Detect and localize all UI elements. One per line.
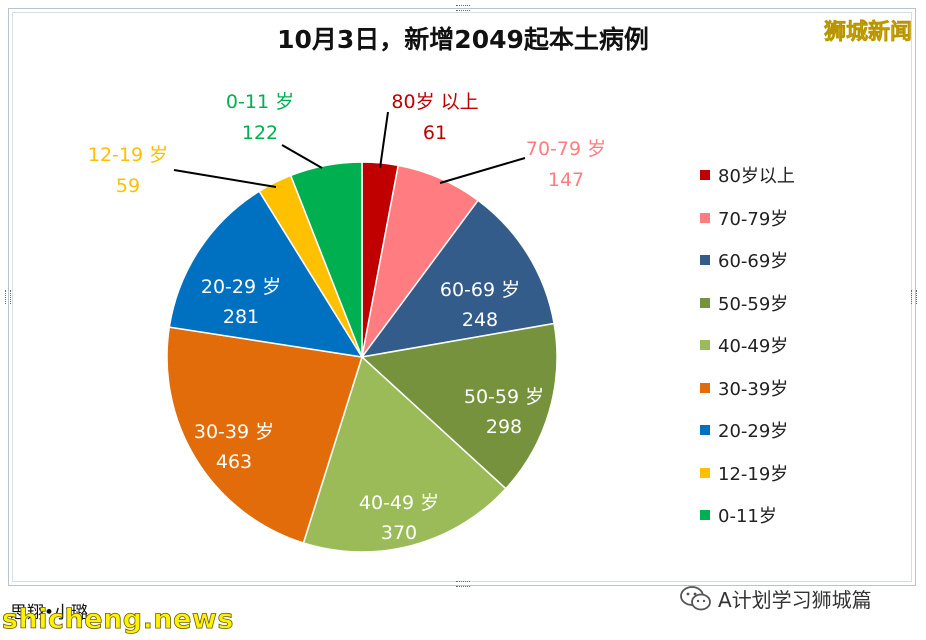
legend: 80岁以上 70-79岁 60-69岁 50-59岁 40-49岁 30-39岁 20-29… — [700, 154, 795, 537]
slice-label: 30-39 岁 — [194, 421, 274, 443]
wechat-icon — [680, 585, 711, 610]
leader-line — [173, 169, 277, 188]
callout-value: 59 — [116, 175, 140, 197]
legend-swatch — [700, 255, 710, 266]
legend-label: 70-79岁 — [718, 208, 789, 230]
legend-label: 80岁以上 — [718, 166, 795, 188]
legend-label: 20-29岁 — [718, 421, 789, 443]
legend-item: 80岁以上 — [700, 154, 795, 197]
author-credit: 思翔•小璐 — [10, 603, 89, 623]
slice-value: 370 — [381, 522, 417, 544]
pie-slice — [166, 326, 363, 544]
account-badge: A计划学习狮城篇 — [680, 584, 872, 613]
pie-slice — [168, 190, 364, 358]
callout-label: 0-11 岁 — [226, 91, 294, 113]
slice-label: 50-59 岁 — [464, 386, 544, 408]
legend-swatch — [700, 170, 710, 181]
legend-swatch — [700, 425, 710, 436]
legend-item: 40-49岁 — [700, 324, 795, 367]
slice-value: 281 — [223, 306, 259, 328]
account-name: A计划学习狮城篇 — [718, 588, 872, 612]
callout-value: 147 — [548, 169, 584, 191]
resize-handle-bottom[interactable] — [456, 581, 470, 587]
legend-label: 40-49岁 — [718, 336, 789, 358]
legend-swatch — [700, 297, 710, 308]
callout-label: 70-79 岁 — [526, 138, 606, 160]
slice-value: 298 — [486, 416, 522, 438]
resize-handle-right[interactable] — [911, 290, 917, 304]
leader-line — [439, 157, 526, 184]
callout-value: 122 — [242, 122, 278, 144]
slice-label: 20-29 岁 — [201, 276, 281, 298]
legend-swatch — [700, 340, 710, 351]
legend-swatch — [700, 212, 710, 223]
legend-item: 0-11岁 — [700, 494, 795, 537]
chart-title: 10月3日，新增2049起本土病例 — [277, 25, 649, 54]
leader-line — [281, 144, 323, 169]
watermark-logo: 狮城新闻 — [823, 20, 913, 46]
legend-item: 70-79岁 — [700, 197, 795, 240]
slice-value: 248 — [462, 309, 498, 331]
pie-slice — [289, 161, 363, 358]
callout-value: 61 — [423, 122, 447, 144]
pie-slice — [360, 322, 558, 490]
legend-label: 60-69岁 — [718, 251, 789, 273]
legend-label: 30-39岁 — [718, 378, 789, 400]
legend-item: 30-39岁 — [700, 367, 795, 410]
leader-line — [379, 111, 389, 169]
legend-label: 0-11岁 — [718, 506, 777, 528]
legend-label: 12-19岁 — [718, 463, 789, 485]
legend-item: 20-29岁 — [700, 409, 795, 452]
legend-swatch — [700, 467, 710, 478]
pie-slice — [360, 199, 555, 359]
legend-swatch — [700, 510, 710, 521]
legend-item: 50-59岁 — [700, 282, 795, 325]
slice-label: 40-49 岁 — [359, 492, 439, 514]
callout-label: 12-19 岁 — [88, 144, 168, 166]
resize-handle-left[interactable] — [5, 290, 11, 304]
site-watermark: shicheng.news — [2, 604, 234, 636]
legend-swatch — [700, 382, 710, 393]
slice-value: 463 — [216, 451, 252, 473]
legend-item: 12-19岁 — [700, 452, 795, 495]
legend-item: 60-69岁 — [700, 239, 795, 282]
legend-label: 50-59岁 — [718, 293, 789, 315]
callout-label: 80岁 以上 — [391, 91, 478, 113]
slice-label: 60-69 岁 — [440, 279, 520, 301]
resize-handle-top[interactable] — [456, 5, 470, 11]
pie-slice — [302, 355, 507, 553]
